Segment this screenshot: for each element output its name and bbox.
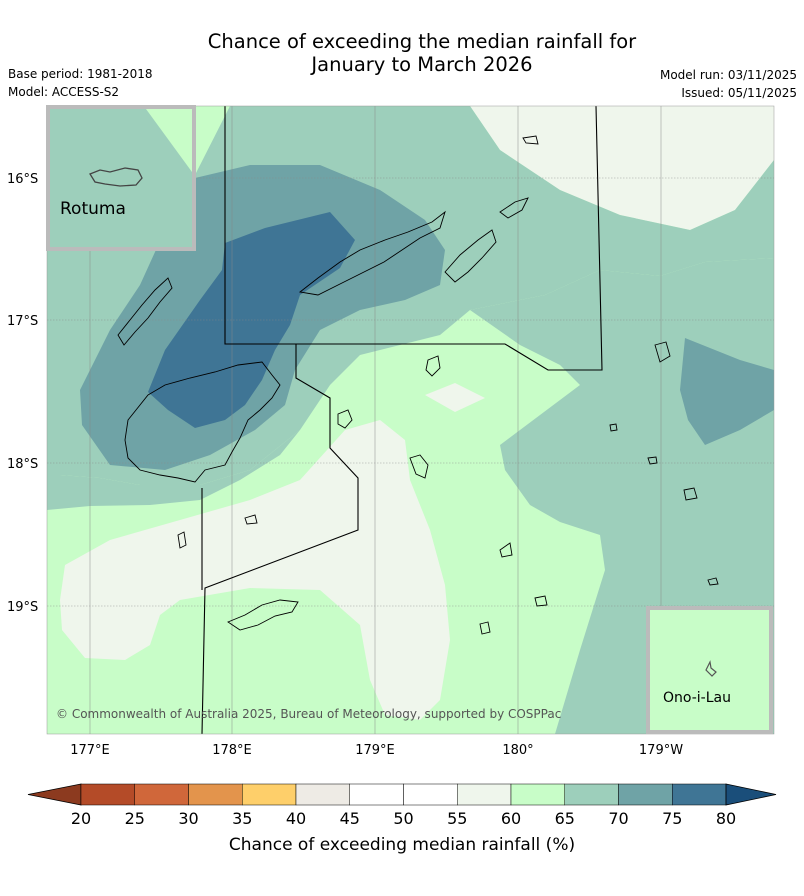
meta-left: Base period: 1981-2018 Model: ACCESS-S2: [8, 67, 153, 103]
colorbar-segment: [457, 783, 512, 806]
zone-55-60-south: [60, 420, 450, 720]
boundary-northern: [224, 106, 603, 371]
gridlines: [47, 106, 774, 734]
zone-55-60-patch: [425, 383, 485, 412]
inset-onoilau-frame: [646, 606, 773, 734]
map-title: Chance of exceeding the median rainfall …: [0, 30, 804, 76]
island-qamea: [499, 197, 529, 219]
colorbar-segment: [188, 783, 243, 806]
lat-label-17s: 17°S: [7, 314, 38, 329]
colorbar-segment: [242, 783, 297, 806]
lon-label-178e: 178°E: [212, 743, 252, 758]
colorbar-segment: [510, 783, 565, 806]
meta-right: Model run: 03/11/2025 Issued: 05/11/2025: [660, 68, 797, 104]
inset-rotuma: Rotuma: [46, 105, 196, 251]
island-yasawa: [117, 277, 173, 346]
colorbar-tick-label: 30: [178, 809, 198, 828]
island-vanua-levu: [298, 210, 446, 296]
island-lau-8: [609, 423, 618, 432]
colorbar-segment: [403, 783, 458, 806]
colorbar-segment: [672, 783, 727, 806]
model-name: Model: ACCESS-S2: [8, 85, 120, 99]
colorbar-segment: [134, 783, 189, 806]
island-lau-2: [683, 487, 698, 501]
zone-55-60-northeast: [470, 106, 774, 230]
colorbar-segment: [80, 783, 135, 806]
lon-label-177e: 177°E: [70, 743, 110, 758]
inset-rotuma-zone: [146, 109, 192, 172]
ono-i-lau-island: [705, 660, 717, 677]
base-period: Base period: 1981-2018: [8, 67, 153, 81]
island-koro-sea-1: [499, 542, 513, 558]
colorbar-tick-label: 40: [286, 809, 306, 828]
colorbar-tick-label: 80: [716, 809, 736, 828]
island-lau-9: [707, 577, 719, 586]
lon-labels: 177°E 178°E 179°E 180° 179°W: [70, 743, 683, 758]
colorbar-tick-label: 75: [662, 809, 682, 828]
lon-label-179e: 179°E: [355, 743, 395, 758]
colorbar: 20 25 30 35 40 45 50 55 60 65 70 75 80: [27, 783, 777, 828]
island-lau-4: [479, 621, 491, 635]
island-lau-10: [244, 514, 258, 525]
boundary-western: [201, 344, 359, 734]
island-ovalau: [337, 409, 353, 429]
lat-label-16s: 16°S: [7, 172, 38, 187]
colorbar-tick-label: 70: [608, 809, 628, 828]
island-lau-6: [522, 135, 539, 145]
colorbar-tick-label: 60: [501, 809, 521, 828]
island-kadavu: [227, 599, 299, 631]
model-run: Model run: 03/11/2025: [659, 68, 797, 82]
island-lau-7: [647, 456, 658, 465]
island-taveuni: [444, 229, 497, 283]
rotuma-island: [89, 167, 143, 187]
copyright-text: © Commonwealth of Australia 2025, Bureau…: [56, 707, 561, 721]
colorbar-tick-label: 35: [232, 809, 252, 828]
lat-label-19s: 19°S: [7, 600, 38, 615]
islands: [117, 135, 719, 635]
zone-70-75-east: [680, 338, 774, 445]
colorbar-tick-label: 55: [447, 809, 467, 828]
issued-date: Issued: 05/11/2025: [681, 86, 797, 100]
island-lau-5: [177, 531, 187, 549]
lat-label-18s: 18°S: [7, 457, 38, 472]
zone-65-70-west: [47, 430, 300, 510]
island-lau-1: [654, 341, 671, 363]
division-boundaries: [201, 106, 603, 734]
inset-onoilau-label: Ono-i-Lau: [663, 690, 731, 706]
colorbar-tick-label: 25: [125, 809, 145, 828]
map-frame: [46, 105, 775, 735]
colorbar-segment: [295, 783, 350, 806]
colorbar-extend-low: [27, 783, 82, 806]
colorbar-segment: [349, 783, 404, 806]
inset-rotuma-label: Rotuma: [60, 199, 126, 219]
lon-label-180: 180°: [502, 743, 533, 758]
lon-label-179w: 179°W: [639, 743, 683, 758]
colorbar-tick-label: 50: [393, 809, 413, 828]
title-line-2: January to March 2026: [311, 53, 533, 76]
colorbar-segment: [564, 783, 619, 806]
colorbar-tick-label: 45: [340, 809, 360, 828]
island-lau-3: [534, 595, 548, 607]
colorbar-label: Chance of exceeding median rainfall (%): [229, 835, 575, 855]
colorbar-tick-label: 20: [71, 809, 91, 828]
colorbar-segment: [618, 783, 673, 806]
island-gau: [409, 454, 429, 479]
inset-onoilau: Ono-i-Lau: [646, 606, 773, 734]
title-line-1: Chance of exceeding the median rainfall …: [207, 30, 637, 53]
island-viti-levu: [124, 361, 281, 483]
colorbar-tick-label: 65: [555, 809, 575, 828]
colorbar-extend-high: [725, 783, 777, 806]
island-koro: [425, 355, 441, 377]
lat-labels: 16°S 17°S 18°S 19°S: [7, 172, 38, 615]
